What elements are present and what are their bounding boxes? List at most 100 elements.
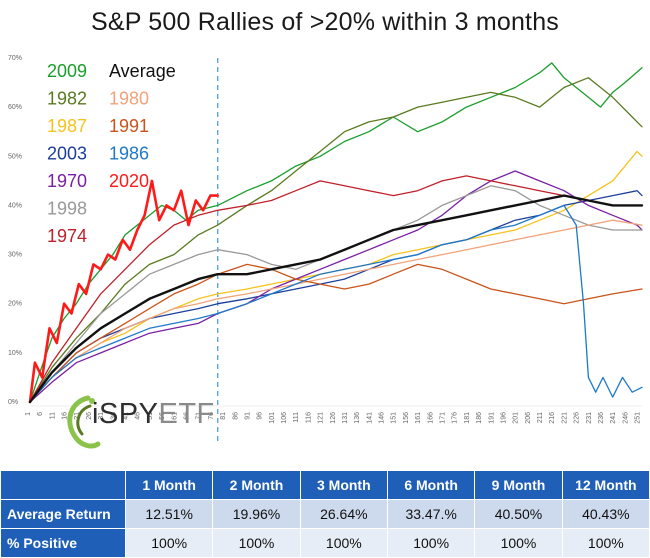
x-tick-label: 41: [123, 412, 130, 420]
x-tick-label: 21: [74, 412, 81, 420]
legend-entry-2003: 2003: [47, 144, 87, 164]
legend-entry-1980: 1980: [109, 89, 149, 109]
x-tick-label: 81: [220, 412, 227, 420]
table-cell: 100%: [386, 528, 476, 558]
table-cell: 100%: [561, 528, 650, 558]
x-tick-label: 26: [86, 412, 93, 420]
table-row: Average Return 12.51% 19.96% 26.64% 33.4…: [0, 499, 650, 529]
x-tick-label: 131: [342, 412, 349, 424]
series-line-1970: [29, 170, 643, 403]
x-tick-label: 171: [440, 412, 447, 424]
x-tick-label: 51: [147, 412, 154, 420]
x-tick-label: 126: [330, 412, 337, 424]
x-tick-label: 121: [318, 412, 325, 424]
legend-entry-1970: 1970: [47, 171, 87, 191]
legend-entry-average: Average: [109, 61, 176, 81]
x-tick-label: 241: [610, 412, 617, 424]
table-header-cell: 9 Month: [474, 470, 563, 500]
x-tick-label: 1: [25, 412, 32, 416]
x-tick-label: 86: [232, 412, 239, 420]
legend-entry-1982: 1982: [47, 89, 87, 109]
legend-entry-1986: 1986: [109, 144, 149, 164]
logo-text-accent: ETF: [158, 398, 215, 430]
legend-entry-2020: 2020: [109, 171, 149, 191]
y-tick-label: 0%: [8, 399, 18, 406]
legend-entry-1998: 1998: [47, 199, 87, 219]
x-tick-label: 251: [635, 412, 642, 424]
x-tick-label: 71: [196, 412, 203, 420]
table-header-cell: 2 Month: [212, 470, 301, 500]
table-cell: 100%: [474, 528, 563, 558]
x-tick-label: 96: [257, 412, 264, 420]
x-tick-label: 141: [366, 412, 373, 424]
x-tick-label: 161: [415, 412, 422, 424]
chart-title: S&P 500 Rallies of >20% within 3 months: [90, 8, 560, 36]
x-tick-label: 66: [183, 412, 190, 420]
x-tick-label: 116: [305, 412, 312, 423]
legend-entry-1991: 1991: [109, 116, 149, 136]
table-cell: 12.51%: [124, 499, 214, 529]
table-header-cell: 12 Month: [561, 470, 650, 500]
table-cell: 33.47.%: [386, 499, 476, 529]
x-tick-label: 221: [561, 412, 568, 424]
table-cell: 26.64%: [299, 499, 388, 529]
y-tick-label: 60%: [8, 104, 22, 111]
x-tick-label: 156: [403, 412, 410, 424]
y-tick-label: 40%: [8, 202, 22, 209]
x-tick-label: 101: [269, 412, 276, 424]
y-tick-label: 30%: [8, 252, 22, 259]
legend-entry-1974: 1974: [47, 226, 87, 246]
logo-text-main: iSPY: [92, 398, 159, 430]
table-cell: 100%: [212, 528, 301, 558]
row-label: Average Return: [0, 499, 126, 529]
x-tick-label: 76: [208, 412, 215, 420]
y-tick-label: 10%: [8, 350, 22, 357]
x-tick-label: 56: [159, 412, 166, 420]
series-line-1986: [29, 204, 643, 403]
x-tick-label: 111: [293, 412, 300, 423]
x-tick-label: 191: [488, 412, 495, 424]
series-line-2020: [28, 179, 219, 404]
logo-swirl-icon: [67, 395, 101, 449]
x-tick-label: 11: [49, 412, 56, 419]
row-label: % Positive: [0, 528, 126, 558]
x-tick-label: 31: [98, 412, 105, 420]
series-line-1982: [29, 77, 643, 403]
legend-entry-1987: 1987: [47, 116, 87, 136]
x-tick-label: 176: [452, 412, 459, 424]
ispyetf-logo: iSPYETF: [62, 392, 222, 452]
legend-entry-2009: 2009: [47, 61, 87, 81]
x-tick-label: 181: [464, 412, 471, 424]
table-header-cell: 3 Month: [299, 470, 388, 500]
series-line-1998: [29, 185, 643, 403]
x-tick-label: 151: [391, 412, 398, 424]
x-tick-label: 61: [171, 412, 178, 420]
x-tick-label: 236: [598, 412, 605, 424]
table-header-row: 1 Month 2 Month 3 Month 6 Month 9 Month …: [0, 470, 650, 500]
x-tick-label: 246: [622, 412, 629, 424]
x-tick-label: 16: [62, 412, 69, 420]
x-tick-label: 201: [513, 412, 520, 424]
x-tick-label: 136: [354, 412, 361, 424]
x-tick-label: 196: [500, 412, 507, 424]
table-cell: 19.96%: [212, 499, 301, 529]
x-tick-label: 46: [135, 412, 142, 420]
logo-text: iSPYETF: [92, 398, 215, 431]
x-tick-label: 186: [476, 412, 483, 424]
table-cell: 40.43%: [561, 499, 650, 529]
x-tick-label: 106: [281, 412, 288, 424]
returns-table: 1 Month 2 Month 3 Month 6 Month 9 Month …: [0, 470, 650, 558]
table-cell: 40.50%: [474, 499, 563, 529]
table-corner-cell: [0, 470, 126, 500]
x-tick-label: 91: [244, 412, 251, 420]
chart-area: 0%10%20%30%40%50%60%70%1 6 11 16 21 26 31 36 41 4…: [8, 55, 644, 442]
series-line-1980: [29, 219, 643, 403]
x-tick-label: 6: [37, 412, 44, 416]
table-cell: 100%: [124, 528, 214, 558]
y-tick-label: 20%: [8, 301, 22, 308]
x-tick-label: 206: [525, 412, 532, 424]
x-tick-label: 226: [574, 412, 581, 424]
x-tick-label: 231: [586, 412, 593, 424]
x-tick-label: 146: [379, 412, 386, 424]
series-line-1974: [29, 175, 643, 403]
